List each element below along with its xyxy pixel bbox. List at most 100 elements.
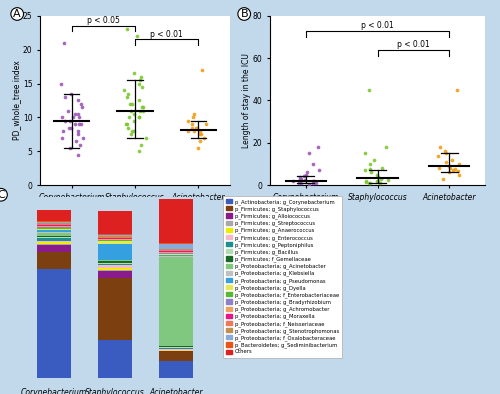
Point [362,179,370,185]
Point [59,128,67,134]
Point [296,176,304,182]
Point [72,138,80,144]
Bar [37,245,70,252]
Point [312,179,320,185]
Point [296,173,304,180]
Point [364,180,372,186]
Point [200,135,208,141]
Point [58,80,66,87]
Bar [98,238,132,239]
Point [198,131,205,138]
Point [122,121,130,127]
Point [448,156,456,163]
Bar [98,234,132,235]
Point [367,169,375,176]
Point [138,104,146,110]
Bar [160,251,193,252]
Bar [98,243,132,260]
Point [366,166,374,173]
Point [305,150,313,156]
Bar [37,230,70,232]
Point [190,111,198,117]
Bar [98,239,132,240]
Point [289,178,297,184]
Bar [98,236,132,237]
Point [296,180,304,186]
Point [440,148,448,154]
Bar [98,271,132,278]
Point [314,144,322,150]
Bar [160,254,193,255]
Point [194,145,202,151]
Point [370,156,378,163]
Point [364,87,372,93]
Text: C: C [0,190,5,200]
Bar [160,244,193,249]
Point [75,114,83,121]
Point [58,114,66,121]
Point [196,138,204,144]
Point [74,131,82,138]
Text: p < 0.05: p < 0.05 [87,16,120,25]
Point [132,33,140,39]
Point [184,128,192,134]
Point [124,91,132,97]
Bar [98,263,132,264]
Point [374,171,382,178]
Point [128,128,136,134]
Point [384,177,392,183]
Bar [98,264,132,265]
Point [193,125,201,131]
Bar [160,243,193,244]
Point [366,180,374,186]
Bar [160,347,193,348]
Point [198,67,206,73]
Point [136,77,143,83]
Point [74,111,82,117]
Point [454,87,462,93]
Text: A: A [14,9,21,19]
Bar [160,199,193,243]
Bar [37,233,70,236]
Point [74,97,82,104]
Point [310,178,318,184]
Point [67,91,75,97]
Point [442,159,450,165]
Point [301,177,309,183]
Point [78,121,86,127]
Text: p < 0.01: p < 0.01 [361,20,394,30]
Point [196,131,203,138]
Point [372,178,380,184]
Point [122,121,130,127]
Point [135,148,143,154]
Bar [160,361,193,378]
Bar [37,232,70,233]
Bar [98,340,132,378]
Y-axis label: PD_whole_tree index: PD_whole_tree index [12,61,22,140]
Text: p < 0.01: p < 0.01 [397,39,430,48]
Bar [98,235,132,236]
Point [142,135,150,141]
Bar [160,249,193,250]
Bar [160,253,193,254]
Point [184,118,192,124]
Point [449,167,457,173]
Text: B: B [240,9,248,19]
Point [76,101,84,107]
Point [58,135,66,141]
Bar [98,237,132,238]
Point [120,87,128,93]
Bar [160,257,193,346]
Point [366,161,374,167]
Point [452,166,460,173]
Point [303,169,311,176]
Point [314,167,322,173]
Point [128,101,136,107]
Point [360,150,368,156]
Point [455,171,463,178]
Bar [37,243,70,245]
Point [136,108,143,114]
Bar [160,250,193,251]
Bar [37,210,70,221]
Point [362,178,370,184]
